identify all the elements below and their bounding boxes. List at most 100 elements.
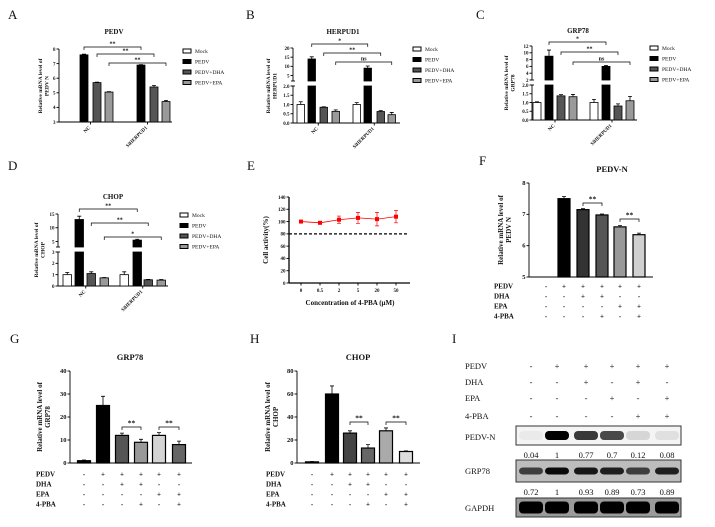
chart-title: HERPUD1 <box>326 28 360 36</box>
x-category-label: NC <box>79 290 88 299</box>
condition-sign: - <box>530 361 533 371</box>
y-tick-label: 10 <box>524 52 530 57</box>
blot-band <box>626 431 650 440</box>
bar-pedv-epa <box>568 96 578 121</box>
legend-swatch <box>182 69 192 75</box>
significance-label: ** <box>165 419 173 428</box>
y-axis-label-line: CHOP <box>41 241 47 258</box>
bar-pedv <box>601 84 611 121</box>
y-tick-label: 0 <box>283 282 286 287</box>
condition-sign: - <box>102 491 105 499</box>
data-point <box>337 217 341 222</box>
y-axis-label-line: Relative mRNA level of <box>36 381 44 451</box>
significance-label: ** <box>123 49 129 55</box>
bar-mock <box>532 102 542 121</box>
bar <box>324 393 340 464</box>
error-bar <box>628 95 632 101</box>
x-tick-label: 0.5 <box>317 289 324 294</box>
significance-bracket: ** <box>83 42 142 50</box>
condition-sign: - <box>611 377 614 387</box>
bar-pedv-dha <box>86 273 96 287</box>
legend-label: PEDV+EPA <box>662 78 689 84</box>
significance-label: * <box>576 37 579 43</box>
condition-sign: - <box>545 303 548 311</box>
y-axis-label: Relative mRNA level of CHOP <box>34 222 47 277</box>
condition-sign: - <box>178 481 181 489</box>
blot-band <box>519 501 543 514</box>
legend-label: Mock <box>195 49 208 55</box>
blot-band <box>545 467 569 475</box>
y-tick-label: 8 <box>53 48 56 53</box>
y-tick-label: 1.5 <box>283 94 290 99</box>
condition-sign: + <box>348 471 352 479</box>
condition-sign: + <box>348 481 352 489</box>
condition-sign: + <box>366 481 370 489</box>
y-tick-label: 6 <box>53 77 56 82</box>
condition-sign: - <box>331 501 334 509</box>
error-bar <box>592 98 596 103</box>
bar <box>595 214 609 278</box>
blot-band <box>545 501 569 514</box>
bar <box>304 461 320 464</box>
panel-label: B <box>246 7 255 22</box>
significance-label: ns <box>599 57 605 63</box>
condition-sign: - <box>585 393 588 403</box>
y-axis-label-line: HERPUD1 <box>273 73 279 99</box>
condition-sign: + <box>636 411 641 421</box>
y-tick-label: 8 <box>522 180 526 187</box>
y-tick-label: 7 <box>53 62 56 67</box>
y-axis-label-line: Relative mRNA level of <box>504 55 510 110</box>
condition-label: 4-PBA <box>465 411 489 421</box>
bar-pedv <box>132 251 142 287</box>
condition-label: EPA <box>494 303 507 311</box>
bar-mock <box>589 102 599 121</box>
condition-sign: - <box>563 293 566 301</box>
chart-title: GRP78 <box>117 352 143 362</box>
bracket-line <box>335 61 393 65</box>
blot-band <box>655 501 679 514</box>
x-category-label: SiHERPUD1 <box>126 126 150 150</box>
condition-label: DHA <box>36 481 52 489</box>
x-tick-label: 0 <box>300 289 303 294</box>
legend-swatch <box>649 45 659 51</box>
significance-bracket: ns <box>572 57 631 65</box>
condition-sign: + <box>637 313 641 321</box>
y-axis-label: Relative mRNA level of PEDV N <box>38 58 51 113</box>
bar <box>76 460 92 464</box>
x-category-label: SiHERPUD1 <box>352 127 376 151</box>
condition-sign: - <box>311 501 314 509</box>
significance-label: ** <box>392 414 400 423</box>
condition-sign: + <box>581 283 585 291</box>
condition-sign: + <box>665 393 670 403</box>
bar-pedv-upper <box>307 58 316 82</box>
condition-sign: + <box>584 361 589 371</box>
bar-mock <box>119 274 129 287</box>
x-tick-label: 50 <box>394 289 400 294</box>
band-quantification: 0.89 <box>660 487 675 497</box>
condition-sign: - <box>83 491 86 499</box>
legend-label: PEDV <box>425 58 439 64</box>
bracket-line <box>83 46 142 50</box>
condition-sign: + <box>330 471 334 479</box>
legend-swatch <box>649 56 659 61</box>
blot-band <box>519 431 543 440</box>
condition-sign: - <box>582 313 585 321</box>
condition-sign: - <box>585 411 588 421</box>
x-category-label: NC <box>548 124 557 133</box>
bar-mock <box>296 104 305 124</box>
band-quantification: 0.77 <box>579 450 594 460</box>
condition-label: PEDV <box>465 361 488 371</box>
bar-pedv-dha <box>143 279 153 287</box>
legend-swatch <box>179 212 189 218</box>
band-quantification: 1 <box>555 487 559 497</box>
condition-sign: + <box>404 471 408 479</box>
band-quantification: 0.12 <box>631 450 646 460</box>
blot-band <box>655 467 679 475</box>
significance-label: ** <box>355 414 363 423</box>
condition-sign: - <box>545 313 548 321</box>
bar-pedv-upper <box>74 219 84 248</box>
legend-label: PEDV+EPA <box>195 81 222 87</box>
blot-band <box>519 467 543 475</box>
condition-sign: + <box>101 471 105 479</box>
